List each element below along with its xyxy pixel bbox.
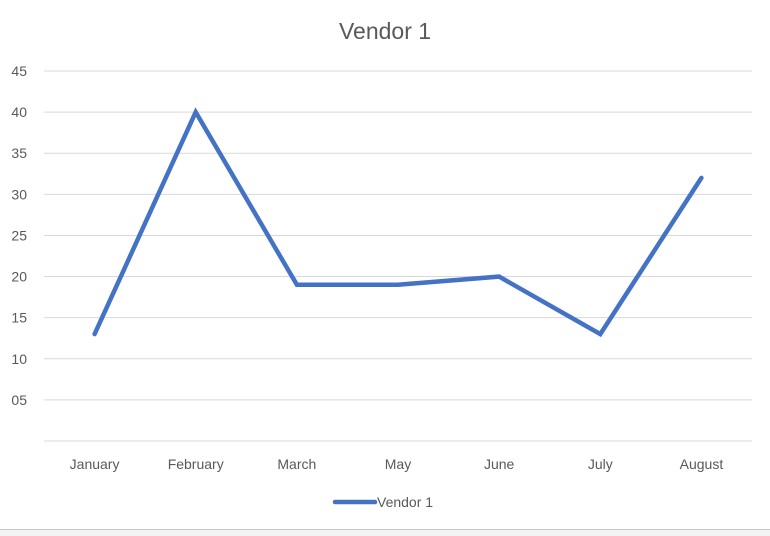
series-layer	[94, 112, 701, 334]
x-tick-label-june: June	[484, 456, 515, 472]
y-tick-label: 45	[11, 63, 27, 79]
x-tick-label-july: July	[588, 456, 613, 472]
y-tick-label: 15	[11, 310, 27, 326]
legend-label-vendor-1: Vendor 1	[377, 494, 433, 510]
legend: Vendor 1	[335, 494, 433, 510]
gridlines	[44, 71, 752, 441]
y-axis-tick-labels: 05 10 15 20 25 30 35 40 45	[11, 63, 27, 408]
y-tick-label: 20	[11, 269, 27, 285]
chart-title: Vendor 1	[339, 18, 431, 44]
y-tick-label: 35	[11, 145, 27, 161]
y-tick-label: 10	[11, 351, 27, 367]
y-tick-label: 40	[11, 104, 27, 120]
x-tick-label-march: March	[277, 456, 316, 472]
x-axis-tick-labels: January February March May June July August	[70, 456, 724, 472]
y-tick-label: 25	[11, 227, 27, 243]
x-tick-label-may: May	[385, 456, 411, 472]
x-tick-label-august: August	[680, 456, 724, 472]
x-tick-label-january: January	[70, 456, 120, 472]
y-tick-label: 05	[11, 392, 27, 408]
y-tick-label: 30	[11, 186, 27, 202]
x-tick-label-february: February	[168, 456, 224, 472]
series-line-vendor-1	[95, 112, 702, 334]
